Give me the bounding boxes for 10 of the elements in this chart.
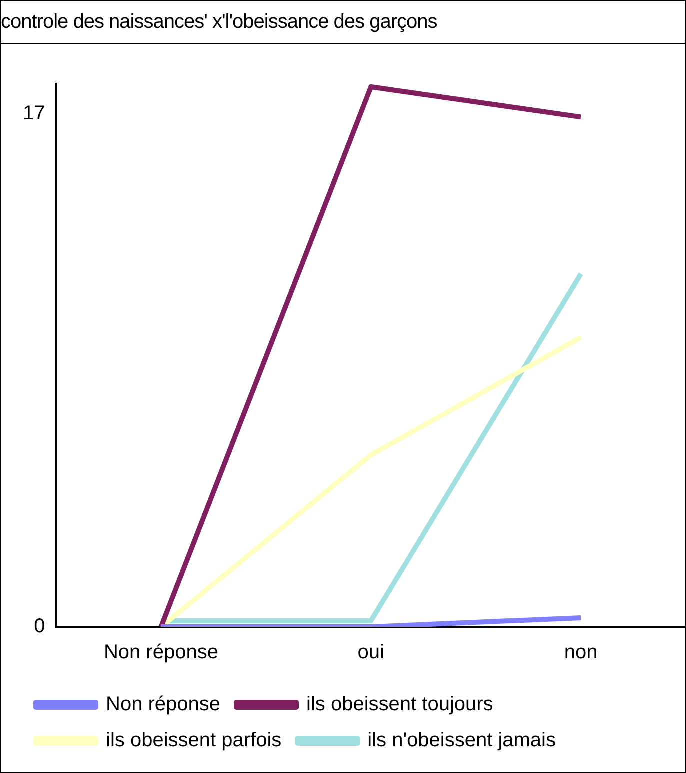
x-tick-label: oui [358, 642, 384, 664]
x-tick-label: non [564, 642, 598, 664]
x-tick-label: Non réponse [104, 642, 218, 664]
legend-label: Non réponse [106, 694, 221, 716]
legend-label: ils obeissent toujours [306, 694, 494, 716]
y-tick-label: 17 [22, 102, 46, 125]
legend-label: ils obeissent parfois [106, 730, 282, 752]
chart-title: controle des naissances' x'l'obeissance des garçons [0, 0, 686, 44]
y-tick-label: 0 [34, 616, 46, 638]
legend-label: ils n'obeissent jamais [368, 730, 556, 752]
